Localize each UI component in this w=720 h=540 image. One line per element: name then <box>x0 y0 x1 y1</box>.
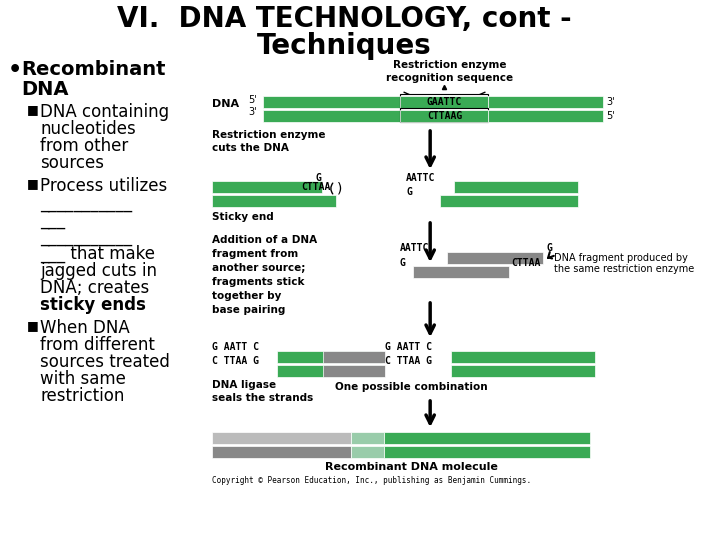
Bar <box>488 110 603 122</box>
Bar <box>400 108 488 122</box>
Text: 5': 5' <box>606 111 615 121</box>
Text: from other: from other <box>40 137 128 155</box>
Text: ___ that make: ___ that make <box>40 245 155 264</box>
Text: Techniques: Techniques <box>257 32 431 60</box>
Text: Addition of a DNA: Addition of a DNA <box>212 235 318 245</box>
Text: fragment from: fragment from <box>212 249 299 259</box>
Text: recognition sequence: recognition sequence <box>386 73 513 83</box>
Bar <box>451 365 595 377</box>
Text: G AATT C: G AATT C <box>385 342 432 352</box>
Text: G: G <box>546 243 553 253</box>
Text: with same: with same <box>40 370 126 388</box>
Text: ■: ■ <box>27 177 38 190</box>
Text: CTTAA: CTTAA <box>511 258 541 268</box>
Text: ■: ■ <box>27 103 38 116</box>
Text: Recombinant: Recombinant <box>21 60 166 79</box>
Text: from different: from different <box>40 336 155 354</box>
Text: together by: together by <box>212 291 282 301</box>
Text: G: G <box>400 258 405 268</box>
Text: DNA; creates: DNA; creates <box>40 279 149 297</box>
Bar <box>212 181 322 193</box>
Text: DNA ligase: DNA ligase <box>212 380 276 390</box>
Text: cuts the DNA: cuts the DNA <box>212 143 289 153</box>
Text: VI.  DNA TECHNOLOGY, cont -: VI. DNA TECHNOLOGY, cont - <box>117 5 572 33</box>
Text: ___: ___ <box>40 211 66 229</box>
Bar <box>263 96 402 108</box>
Bar <box>323 351 385 363</box>
Text: G: G <box>315 173 321 183</box>
Bar <box>212 432 351 444</box>
Text: CTTAAG: CTTAAG <box>427 111 462 121</box>
Text: fragments stick: fragments stick <box>212 277 305 287</box>
Text: seals the strands: seals the strands <box>212 393 313 403</box>
Bar <box>323 365 385 377</box>
Text: •: • <box>8 60 22 80</box>
Text: Restriction enzyme: Restriction enzyme <box>212 130 325 140</box>
Text: C TTAA G: C TTAA G <box>212 356 259 366</box>
Text: ___________: ___________ <box>40 228 132 246</box>
Text: C TTAA G: C TTAA G <box>385 356 432 366</box>
Text: 3': 3' <box>606 97 615 107</box>
Text: G AATT C: G AATT C <box>212 342 259 352</box>
Bar <box>400 96 488 108</box>
Bar <box>454 181 578 193</box>
Bar <box>488 96 603 108</box>
Text: Sticky end: Sticky end <box>212 212 274 222</box>
Bar <box>440 195 578 207</box>
Text: Copyright © Pearson Education, Inc., publishing as Benjamin Cummings.: Copyright © Pearson Education, Inc., pub… <box>212 476 531 485</box>
Text: sources treated: sources treated <box>40 353 170 371</box>
Text: ): ) <box>336 181 342 195</box>
Bar <box>277 351 382 363</box>
Bar <box>384 446 590 458</box>
Bar <box>400 94 488 108</box>
Bar <box>212 446 351 458</box>
Bar <box>400 110 488 122</box>
Bar <box>384 432 590 444</box>
Text: Recombinant DNA molecule: Recombinant DNA molecule <box>325 462 498 472</box>
Bar <box>451 351 595 363</box>
Text: nucleotides: nucleotides <box>40 120 136 138</box>
Text: Restriction enzyme: Restriction enzyme <box>392 60 506 70</box>
Text: jagged cuts in: jagged cuts in <box>40 262 157 280</box>
Text: another source;: another source; <box>212 263 305 273</box>
Text: Process utilizes: Process utilizes <box>40 177 167 195</box>
Text: base pairing: base pairing <box>212 305 286 315</box>
Text: One possible combination: One possible combination <box>335 382 487 392</box>
Text: DNA: DNA <box>212 99 239 109</box>
Bar <box>351 446 384 458</box>
Text: sticky ends: sticky ends <box>40 296 146 314</box>
Bar <box>277 365 382 377</box>
Text: ■: ■ <box>27 319 38 332</box>
Text: G: G <box>406 187 412 197</box>
Text: When DNA: When DNA <box>40 319 130 337</box>
Text: DNA: DNA <box>21 80 68 99</box>
Text: sources: sources <box>40 154 104 172</box>
Text: 5': 5' <box>248 95 257 105</box>
Text: DNA containing: DNA containing <box>40 103 169 121</box>
Text: the same restriction enzyme: the same restriction enzyme <box>554 264 695 274</box>
Text: 3': 3' <box>248 107 257 117</box>
Text: restriction: restriction <box>40 387 125 405</box>
Text: GAATTC: GAATTC <box>427 97 462 107</box>
Text: AATTC: AATTC <box>406 173 436 183</box>
Bar <box>413 266 508 278</box>
Bar <box>212 195 336 207</box>
Text: DNA fragment produced by: DNA fragment produced by <box>554 253 688 263</box>
Bar <box>447 252 543 264</box>
Text: AATTC: AATTC <box>400 243 429 253</box>
Text: CTTAA: CTTAA <box>301 182 330 192</box>
Text: ___________: ___________ <box>40 194 132 212</box>
Bar <box>351 432 384 444</box>
Bar <box>263 110 402 122</box>
